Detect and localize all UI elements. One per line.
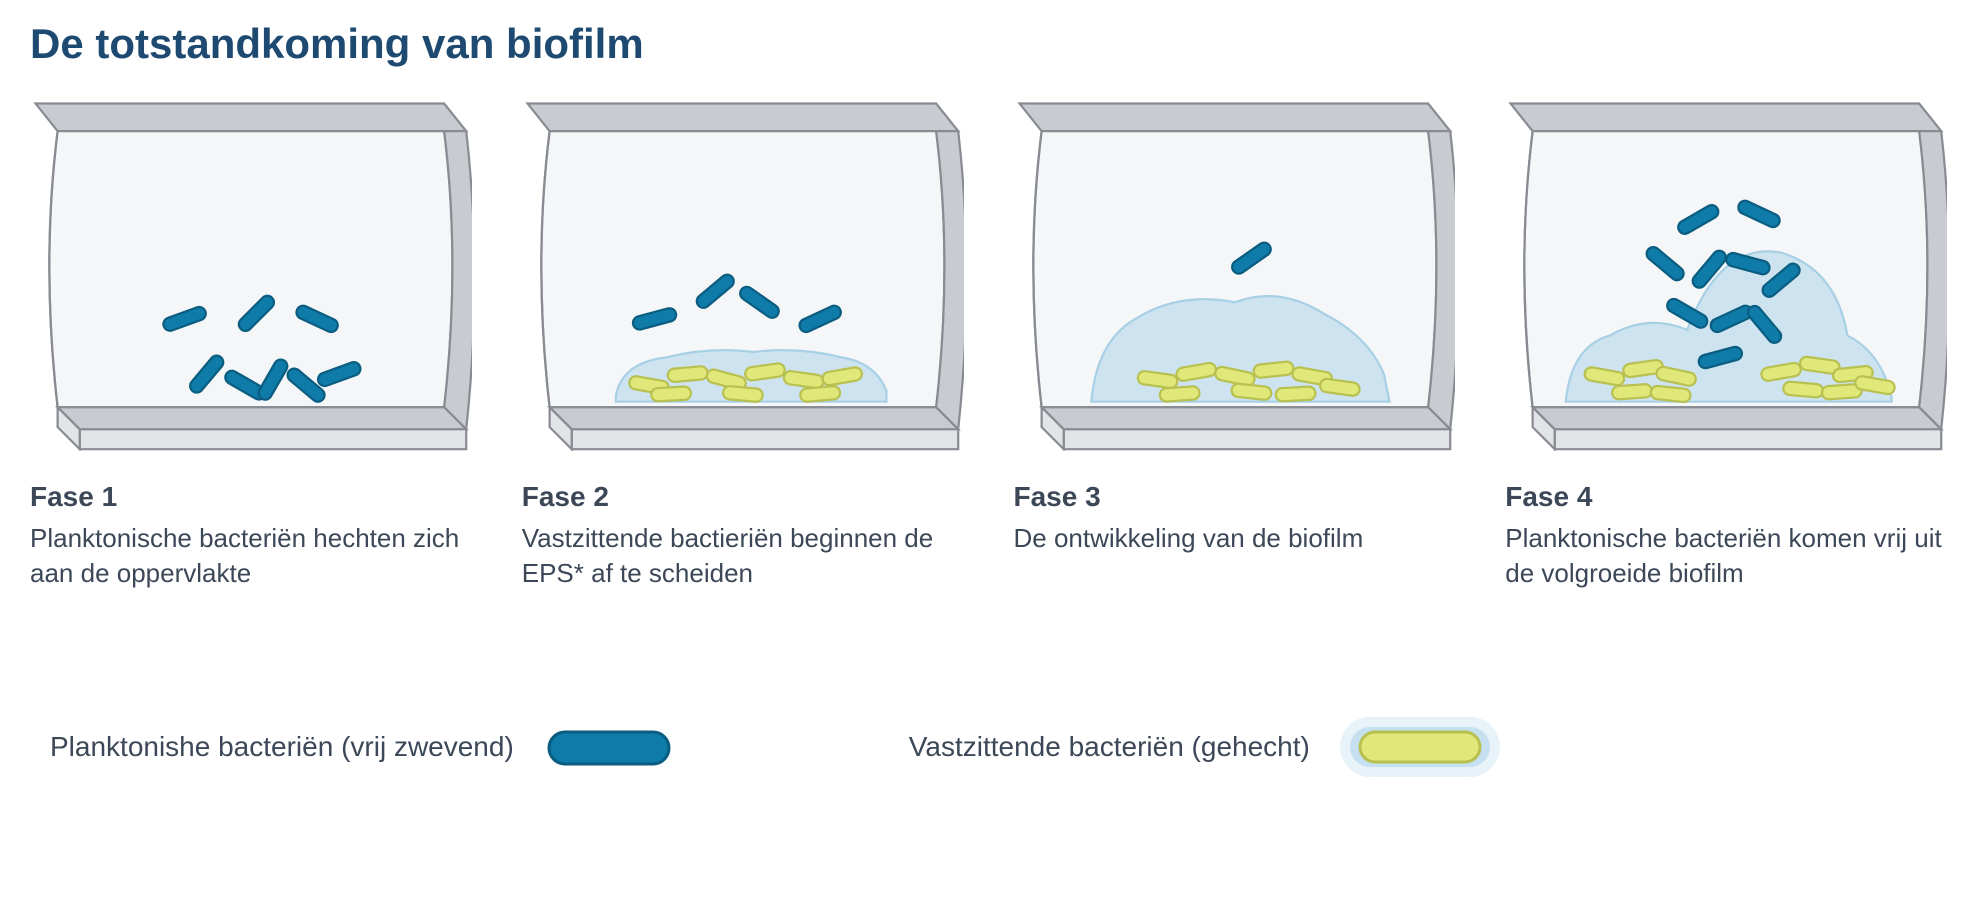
phase-3-title: Fase 3 [1014, 481, 1456, 513]
panel-3-svg [1014, 98, 1456, 451]
phase-4-desc: Planktonische bacteriën komen vrij uit d… [1505, 521, 1947, 591]
panel-1: Fase 1 Planktonische bacteriën hechten z… [30, 98, 472, 592]
legend-plankton-icon [539, 722, 679, 772]
legend-plankton: Planktonishe bacteriën (vrij zwevend) [50, 722, 679, 772]
panel-4: Fase 4 Planktonische bacteriën komen vri… [1505, 98, 1947, 592]
panel-2: Fase 2 Vastzittende bactieriën beginnen … [522, 98, 964, 592]
legend-sessile: Vastzittende bacteriën (gehecht) [909, 712, 1505, 782]
phase-3-desc: De ontwikkeling van de biofilm [1014, 521, 1456, 556]
panels-row: Fase 1 Planktonische bacteriën hechten z… [30, 98, 1947, 592]
phase-2-title: Fase 2 [522, 481, 964, 513]
phase-1-title: Fase 1 [30, 481, 472, 513]
panel-2-svg [522, 98, 964, 451]
legend-sessile-icon [1335, 712, 1505, 782]
legend: Planktonishe bacteriën (vrij zwevend) Va… [30, 712, 1947, 782]
phase-2-desc: Vastzittende bactieriën beginnen de EPS*… [522, 521, 964, 591]
legend-sessile-label: Vastzittende bacteriën (gehecht) [909, 731, 1310, 763]
panel-1-svg [30, 98, 472, 451]
page-title: De totstandkoming van biofilm [30, 20, 1947, 68]
panel-3: Fase 3 De ontwikkeling van de biofilm [1014, 98, 1456, 592]
phase-1-desc: Planktonische bacteriën hechten zich aan… [30, 521, 472, 591]
legend-plankton-label: Planktonishe bacteriën (vrij zwevend) [50, 731, 514, 763]
phase-4-title: Fase 4 [1505, 481, 1947, 513]
panel-4-svg [1505, 98, 1947, 451]
